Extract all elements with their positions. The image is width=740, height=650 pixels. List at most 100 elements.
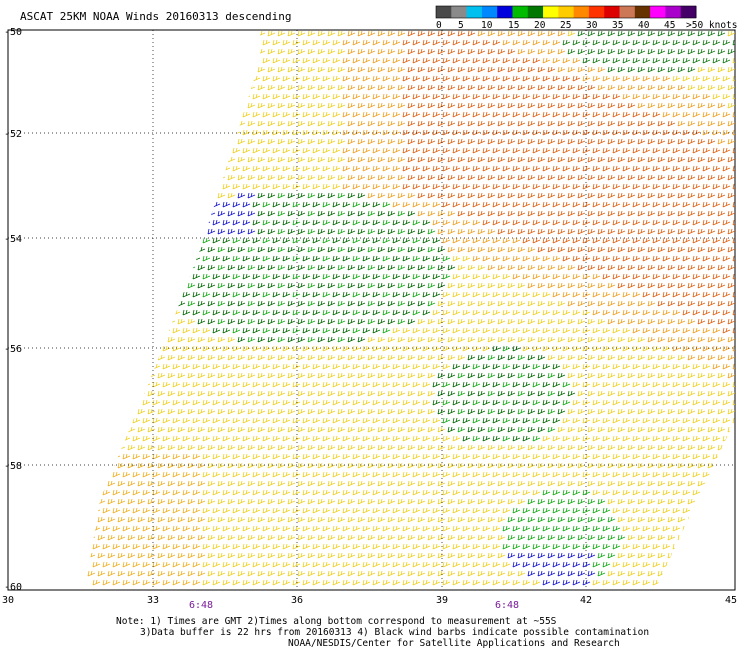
wind-barb: [422, 399, 431, 406]
wind-barb: [452, 309, 461, 316]
wind-barb: [227, 66, 236, 73]
wind-barb: [602, 471, 611, 478]
wind-barb: [137, 192, 146, 199]
wind-barb: [152, 147, 161, 154]
wind-barb: [252, 561, 261, 568]
wind-barb: [502, 543, 511, 550]
wind-barb: [497, 372, 506, 379]
wind-barb: [457, 516, 466, 523]
wind-barb: [472, 129, 481, 136]
wind-barb: [382, 309, 391, 316]
wind-barb: [397, 282, 406, 289]
wind-barb: [182, 309, 191, 316]
wind-barb: [492, 129, 501, 136]
wind-barb: [522, 363, 531, 370]
wind-barb: [447, 318, 456, 325]
wind-barb: [692, 237, 701, 244]
wind-barb: [627, 570, 636, 577]
wind-barb: [347, 480, 356, 487]
wind-barb: [577, 102, 586, 109]
wind-barb: [442, 111, 451, 118]
wind-barb: [357, 354, 366, 361]
wind-barb: [382, 435, 391, 442]
wind-barb: [672, 309, 681, 316]
wind-barb: [472, 147, 481, 154]
wind-barb: [257, 408, 266, 415]
wind-barb: [462, 201, 471, 208]
wind-barb: [187, 534, 196, 541]
wind-barb: [332, 291, 341, 298]
wind-barb: [272, 327, 281, 334]
wind-barb: [587, 552, 596, 559]
wind-barb: [467, 534, 476, 541]
scale-color-swatch: [573, 6, 590, 18]
wind-barb: [592, 93, 601, 100]
wind-barb: [567, 336, 576, 343]
wind-barb: [382, 75, 391, 82]
wind-barb: [132, 39, 141, 46]
wind-barb: [332, 435, 341, 442]
wind-barb: [97, 534, 106, 541]
wind-barb: [352, 237, 361, 244]
wind-barb: [97, 426, 106, 433]
wind-barb: [592, 525, 601, 532]
wind-barb: [542, 57, 551, 64]
wind-barb: [682, 291, 691, 298]
wind-barb: [502, 309, 511, 316]
wind-barb: [532, 453, 541, 460]
wind-barb: [697, 120, 706, 127]
wind-barb: [687, 480, 696, 487]
wind-barb: [642, 183, 651, 190]
wind-barb: [702, 147, 711, 154]
wind-barb: [377, 210, 386, 217]
wind-barb: [527, 318, 536, 325]
wind-barb: [562, 417, 571, 424]
wind-barb: [217, 462, 226, 469]
wind-barb: [682, 417, 691, 424]
wind-barb: [622, 111, 631, 118]
wind-barb: [227, 318, 236, 325]
wind-barb: [212, 75, 221, 82]
wind-barb: [727, 48, 735, 55]
wind-barb: [567, 516, 576, 523]
wind-barb: [352, 291, 361, 298]
wind-barb: [617, 534, 626, 541]
wind-barb: [132, 93, 141, 100]
wind-barb: [462, 381, 471, 388]
wind-barb: [137, 300, 146, 307]
wind-barb: [502, 183, 511, 190]
wind-barb: [687, 498, 696, 505]
wind-barb: [182, 507, 191, 514]
wind-barb: [332, 57, 341, 64]
wind-barb: [237, 570, 246, 577]
wind-barb: [692, 561, 701, 568]
wind-barb: [357, 408, 366, 415]
wind-barb: [722, 93, 731, 100]
wind-barb: [182, 471, 191, 478]
wind-barb: [197, 210, 206, 217]
wind-barb: [432, 111, 441, 118]
wind-barb: [542, 309, 551, 316]
wind-barb: [692, 471, 701, 478]
wind-barb: [317, 336, 326, 343]
wind-barb: [197, 480, 206, 487]
wind-barb: [177, 516, 186, 523]
wind-barb: [662, 273, 671, 280]
wind-barb: [507, 48, 516, 55]
wind-barb: [202, 381, 211, 388]
wind-barb: [392, 345, 401, 352]
wind-barb: [722, 381, 731, 388]
wind-barb: [207, 444, 216, 451]
wind-barb: [482, 507, 491, 514]
wind-barb: [572, 129, 581, 136]
wind-barb: [407, 156, 416, 163]
wind-barb: [647, 408, 656, 415]
wind-barb: [182, 219, 191, 226]
wind-barb: [577, 354, 586, 361]
wind-barb: [402, 75, 411, 82]
wind-barb: [207, 138, 216, 145]
wind-barb: [352, 273, 361, 280]
wind-barb: [632, 219, 641, 226]
wind-barb: [257, 30, 266, 37]
wind-barb: [497, 174, 506, 181]
